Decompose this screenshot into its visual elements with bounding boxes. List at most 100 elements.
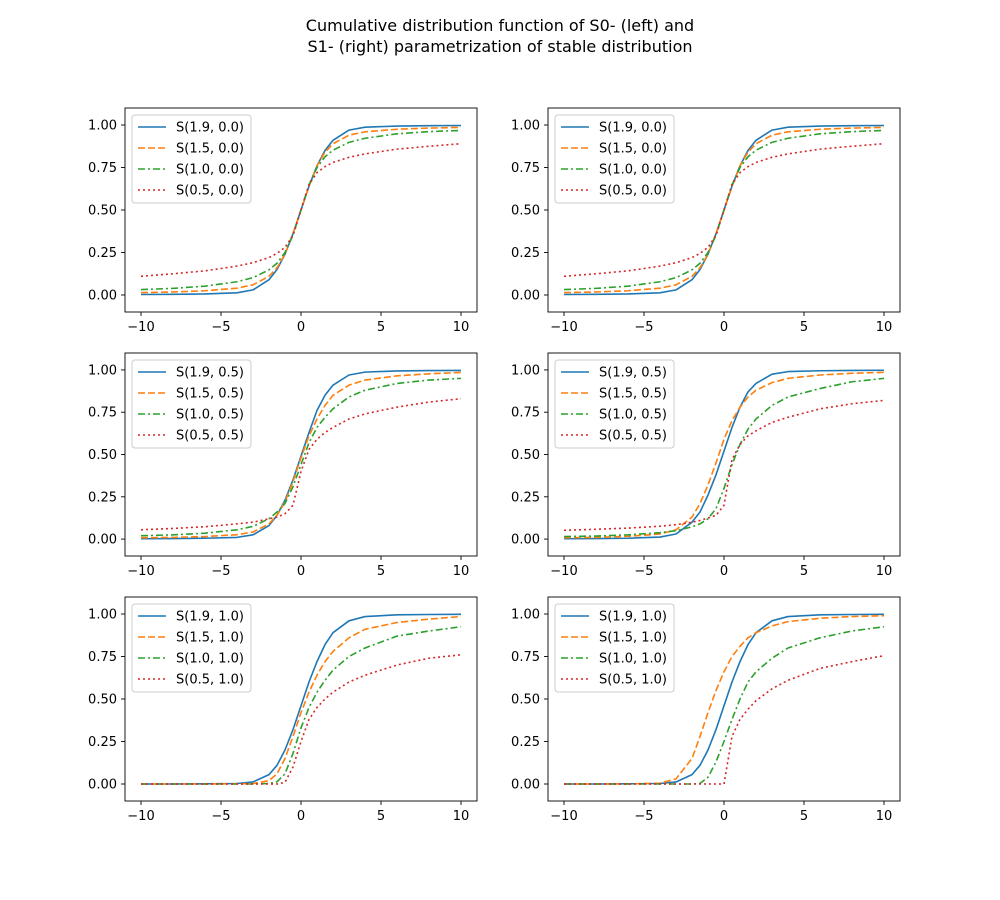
series-line-2 xyxy=(564,614,885,785)
y-tick-label: 1.00 xyxy=(88,119,117,134)
series-line-3 xyxy=(563,129,885,291)
legend-label-1: S(1.9, 1.0) xyxy=(176,610,244,625)
series-line-4 xyxy=(141,654,462,785)
y-tick-label: 0.00 xyxy=(511,533,540,548)
y-tick-label: 0.50 xyxy=(511,448,540,463)
figure-title-line-1: Cumulative distribution function of S0- … xyxy=(305,16,695,35)
legend-label-4: S(0.5, 0.0) xyxy=(599,184,667,199)
x-tick-label: 10 xyxy=(876,564,893,579)
series-line-1 xyxy=(563,369,885,540)
legend-label-3: S(1.0, 1.0) xyxy=(599,652,667,667)
y-tick-label: 0.50 xyxy=(88,693,117,708)
legend: S(1.9, 0.0) S(1.5, 0.0) S(1.0, 0.0) S(0.5, … xyxy=(554,114,675,204)
x-tick-label: 10 xyxy=(453,809,470,824)
series-line-4 xyxy=(140,142,462,278)
x-tick-label: −5 xyxy=(211,809,230,824)
legend-label-1: S(1.9, 0.0) xyxy=(599,121,667,136)
x-tick-label: −10 xyxy=(550,564,577,579)
series-line-2 xyxy=(140,371,462,539)
subplot-row1-right: −10 −5 0 5 10 0.00 0.25 0.50 0.75 1.00 S(1.9, 0.0)… xyxy=(511,107,901,335)
x-tick-label: −5 xyxy=(634,320,653,335)
x-tick-label: 10 xyxy=(453,320,470,335)
legend-label-2: S(1.5, 0.5) xyxy=(176,387,244,402)
series-line-4 xyxy=(140,397,462,531)
y-tick-label: 0.75 xyxy=(88,161,117,176)
y-tick-label: 0.25 xyxy=(88,246,117,261)
y-tick-label: 0.25 xyxy=(511,735,540,750)
y-tick-label: 0.50 xyxy=(88,448,117,463)
subplot-row2-right: −10 −5 0 5 10 0.00 0.25 0.50 0.75 1.00 S(1.9, 0.5)… xyxy=(511,352,901,579)
series-line-4 xyxy=(564,654,885,785)
legend-box xyxy=(131,359,252,449)
legend-label-2: S(1.5, 0.0) xyxy=(599,142,667,157)
series-line-4 xyxy=(563,399,885,532)
x-tick-label: 5 xyxy=(800,564,808,579)
y-tick-label: 0.25 xyxy=(88,490,117,505)
x-tick-label: 0 xyxy=(297,809,305,824)
legend-label-3: S(1.0, 0.0) xyxy=(176,163,244,178)
y-tick-label: 0.25 xyxy=(88,735,117,750)
y-tick-label: 0.00 xyxy=(511,289,540,304)
legend-label-4: S(0.5, 0.5) xyxy=(599,429,667,444)
series-line-4 xyxy=(563,142,885,278)
y-tick-label: 1.00 xyxy=(511,363,540,378)
legend-label-2: S(1.5, 1.0) xyxy=(176,631,244,646)
y-tick-label: 0.75 xyxy=(88,406,117,421)
x-tick-label: 5 xyxy=(800,809,808,824)
legend-box xyxy=(131,603,252,693)
x-tick-label: −5 xyxy=(211,564,230,579)
y-tick-label: 0.75 xyxy=(88,650,117,665)
x-tick-label: 5 xyxy=(377,809,385,824)
x-tick-label: 5 xyxy=(377,320,385,335)
x-tick-label: −5 xyxy=(634,564,653,579)
subplot-row3-right: −10 −5 0 5 10 0.00 0.25 0.50 0.75 1.00 S(1.9, 1.0)… xyxy=(511,596,901,824)
legend-label-3: S(1.0, 0.0) xyxy=(599,163,667,178)
x-tick-label: 0 xyxy=(720,809,728,824)
y-tick-label: 0.75 xyxy=(511,650,540,665)
series-line-2 xyxy=(563,371,885,539)
y-tick-label: 0.00 xyxy=(88,289,117,304)
y-tick-label: 1.00 xyxy=(511,608,540,623)
legend: S(1.9, 0.0) S(1.5, 0.0) S(1.0, 0.0) S(0.5, … xyxy=(131,114,252,204)
x-tick-label: −10 xyxy=(550,809,577,824)
legend: S(1.9, 0.5) S(1.5, 0.5) S(1.0, 0.5) S(0.5, … xyxy=(131,359,252,449)
legend-box xyxy=(131,114,252,204)
subplot-row3-left: −10 −5 0 5 10 0.00 0.25 0.50 0.75 1.00 S(1.9, 1.0)… xyxy=(88,596,478,824)
x-tick-label: −10 xyxy=(127,320,154,335)
legend: S(1.9, 0.5) S(1.5, 0.5) S(1.0, 0.5) S(0.5, … xyxy=(554,359,675,449)
x-tick-label: −10 xyxy=(127,809,154,824)
legend-label-2: S(1.5, 0.5) xyxy=(599,387,667,402)
series-line-3 xyxy=(563,377,885,538)
x-tick-label: 10 xyxy=(876,809,893,824)
legend-label-4: S(0.5, 1.0) xyxy=(599,673,667,688)
subplot-row2-left: −10 −5 0 5 10 0.00 0.25 0.50 0.75 1.00 S(1.9, 0.5)… xyxy=(88,352,478,579)
legend: S(1.9, 1.0) S(1.5, 1.0) S(1.0, 1.0) S(0.5, … xyxy=(131,603,252,693)
legend-box xyxy=(554,359,675,449)
x-tick-label: 0 xyxy=(297,564,305,579)
y-tick-label: 0.00 xyxy=(88,778,117,793)
legend-label-3: S(1.0, 0.5) xyxy=(599,408,667,423)
subplot-row1-left: −10 −5 0 5 10 0.00 0.25 0.50 0.75 1.00 S(1.9, 0.0)… xyxy=(88,107,478,335)
legend-label-1: S(1.9, 0.5) xyxy=(599,366,667,381)
x-tick-label: 0 xyxy=(720,320,728,335)
legend-label-4: S(0.5, 0.5) xyxy=(176,429,244,444)
legend-label-1: S(1.9, 0.0) xyxy=(176,121,244,136)
x-tick-label: −10 xyxy=(127,564,154,579)
series-line-3 xyxy=(140,129,462,291)
x-tick-label: −10 xyxy=(550,320,577,335)
legend-box xyxy=(554,114,675,204)
legend-label-4: S(0.5, 1.0) xyxy=(176,673,244,688)
x-tick-label: 0 xyxy=(297,320,305,335)
legend-label-3: S(1.0, 1.0) xyxy=(176,652,244,667)
y-tick-label: 1.00 xyxy=(88,363,117,378)
y-tick-label: 0.00 xyxy=(88,533,117,548)
figure-title-line-2: S1- (right) parametrization of stable di… xyxy=(307,37,693,56)
x-tick-label: 5 xyxy=(800,320,808,335)
legend-label-1: S(1.9, 0.5) xyxy=(176,366,244,381)
legend-label-4: S(0.5, 0.0) xyxy=(176,184,244,199)
legend-label-2: S(1.5, 0.0) xyxy=(176,142,244,157)
x-tick-label: 10 xyxy=(453,564,470,579)
x-tick-label: 0 xyxy=(720,564,728,579)
x-tick-label: −5 xyxy=(634,809,653,824)
